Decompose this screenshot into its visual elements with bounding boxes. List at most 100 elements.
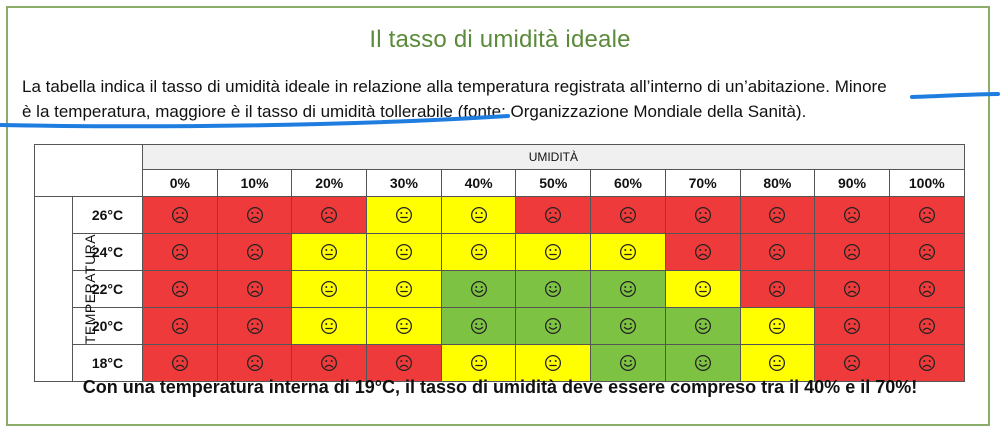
page-frame <box>6 6 990 426</box>
page-title: Il tasso di umidità ideale <box>369 26 631 53</box>
sad-face-icon <box>321 355 338 372</box>
humidity-cell-neutral <box>291 307 368 345</box>
neutral-face-icon <box>694 281 711 298</box>
sad-face-icon <box>246 207 263 224</box>
humidity-cell-sad <box>216 270 293 308</box>
sad-face-icon <box>619 207 636 224</box>
temperature-row-label: 20°C <box>72 307 143 345</box>
humidity-cell-happy <box>664 307 741 345</box>
humidity-cell-sad <box>814 307 890 345</box>
humidity-cell-sad <box>814 344 890 382</box>
table-row: 24°C <box>35 233 965 271</box>
happy-face-icon <box>545 281 562 298</box>
humidity-cell-neutral <box>590 233 666 271</box>
neutral-face-icon <box>321 281 338 298</box>
happy-face-icon <box>694 318 711 335</box>
humidity-cell-happy <box>440 307 517 345</box>
humidity-cell-sad <box>814 196 890 234</box>
sad-face-icon <box>918 207 935 224</box>
humidity-cell-neutral <box>664 270 741 308</box>
temperature-row-label: 22°C <box>72 270 143 308</box>
sad-face-icon <box>171 244 188 261</box>
sad-face-icon <box>694 244 711 261</box>
humidity-column-header: 80% <box>739 169 816 197</box>
humidity-cell-sad <box>739 270 816 308</box>
temperature-row-label: 26°C <box>72 196 143 234</box>
sad-face-icon <box>321 207 338 224</box>
humidity-column-header: 20% <box>291 169 368 197</box>
sad-face-icon <box>769 207 786 224</box>
humidity-cell-neutral <box>291 270 368 308</box>
sad-face-icon <box>844 281 861 298</box>
neutral-face-icon <box>321 244 338 261</box>
humidity-cell-sad <box>142 233 218 271</box>
humidity-cell-neutral <box>291 233 368 271</box>
footer-note: Con una temperatura interna di 19°C, il … <box>82 377 918 397</box>
humidity-cell-sad <box>291 196 368 234</box>
humidity-column-header: 0% <box>142 169 218 197</box>
humidity-cell-sad <box>888 196 965 234</box>
sad-face-icon <box>395 355 412 372</box>
sad-face-icon <box>171 281 188 298</box>
temperature-row-label: 18°C <box>72 344 143 382</box>
humidity-cell-neutral <box>366 307 442 345</box>
sad-face-icon <box>694 207 711 224</box>
humidity-cell-sad <box>216 233 293 271</box>
humidity-column-header: 40% <box>440 169 517 197</box>
happy-face-icon <box>619 281 636 298</box>
happy-face-icon <box>470 281 487 298</box>
humidity-cell-sad <box>888 307 965 345</box>
happy-face-icon <box>619 355 636 372</box>
humidity-column-header: 70% <box>664 169 741 197</box>
temperature-header: TEMPERATURA <box>82 233 99 345</box>
sad-face-icon <box>918 281 935 298</box>
humidity-cell-neutral <box>515 344 592 382</box>
humidity-cell-sad <box>888 270 965 308</box>
table-row: TEMPERATURA 26°C <box>34 196 965 382</box>
humidity-cell-sad <box>142 344 218 382</box>
neutral-face-icon <box>395 318 412 335</box>
sad-face-icon <box>769 244 786 261</box>
temperature-row-label: 24°C <box>72 233 143 271</box>
humidity-cell-sad <box>814 270 890 308</box>
humidity-cell-neutral <box>440 196 517 234</box>
humidity-cell-sad <box>291 344 368 382</box>
neutral-face-icon <box>470 244 487 261</box>
sad-face-icon <box>246 281 263 298</box>
neutral-face-icon <box>545 355 562 372</box>
humidity-column-header: 90% <box>814 169 890 197</box>
sad-face-icon <box>844 207 861 224</box>
humidity-cell-sad <box>142 270 218 308</box>
sad-face-icon <box>246 355 263 372</box>
humidity-cell-happy <box>515 307 592 345</box>
sad-face-icon <box>844 318 861 335</box>
neutral-face-icon <box>395 281 412 298</box>
humidity-cell-sad <box>888 344 965 382</box>
humidity-cell-sad <box>664 196 741 234</box>
description-line-1: La tabella indica il tasso di umidità id… <box>22 77 887 96</box>
humidity-cell-happy <box>590 307 666 345</box>
table-row: 22°C <box>35 270 965 308</box>
humidity-cell-sad <box>590 196 666 234</box>
humidity-columns-row: 0% 10% 20% 30% 40% 50% 60% 70% 80% 90% 100% <box>35 169 965 197</box>
happy-face-icon <box>545 318 562 335</box>
humidity-cell-sad <box>888 233 965 271</box>
humidity-cell-sad <box>216 344 293 382</box>
humidity-cell-neutral <box>440 344 517 382</box>
humidity-cell-neutral <box>366 233 442 271</box>
table-row: 20°C <box>35 307 965 345</box>
humidity-column-header: 100% <box>888 169 965 197</box>
humidity-cell-sad <box>664 233 741 271</box>
description-line-2: è la temperatura, maggiore è il tasso di… <box>22 102 807 121</box>
humidity-cell-sad <box>142 307 218 345</box>
temperature-axis-label: TEMPERATURA <box>34 196 98 382</box>
sad-face-icon <box>769 281 786 298</box>
neutral-face-icon <box>545 244 562 261</box>
humidity-cell-happy <box>590 344 666 382</box>
humidity-cell-neutral <box>366 270 442 308</box>
humidity-cell-happy <box>440 270 517 308</box>
humidity-column-header: 60% <box>590 169 666 197</box>
humidity-cell-neutral <box>440 233 517 271</box>
sad-face-icon <box>246 244 263 261</box>
sad-face-icon <box>918 355 935 372</box>
